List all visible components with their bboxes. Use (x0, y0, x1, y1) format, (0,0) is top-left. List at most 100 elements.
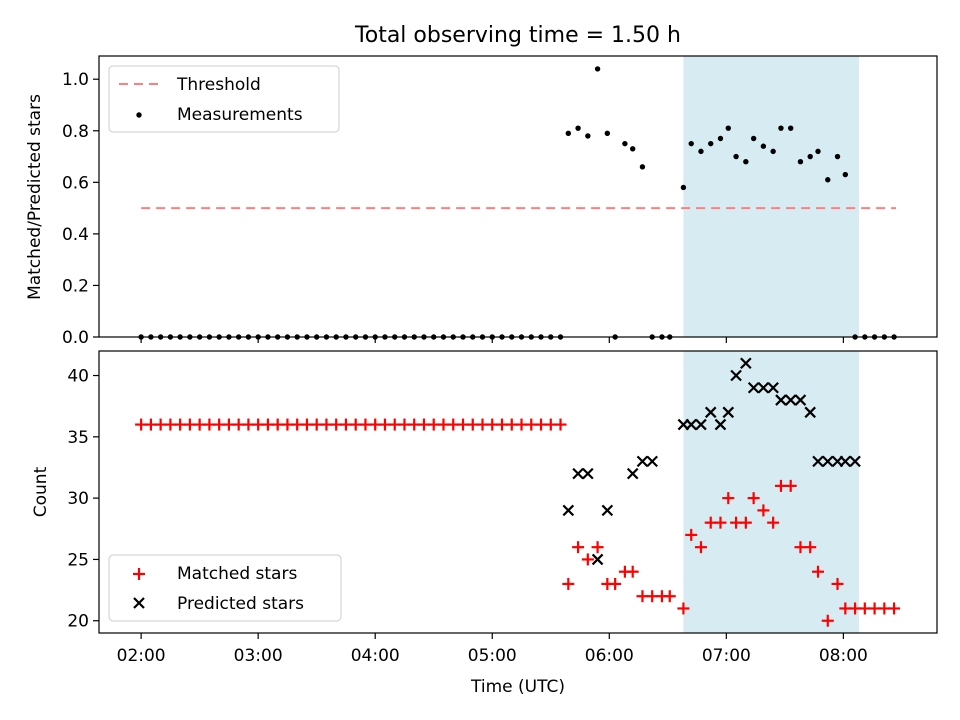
y-tick-label: 35 (67, 428, 89, 448)
predicted-star-point (812, 455, 824, 468)
predicted-star-point (714, 418, 727, 431)
measurement-point (778, 125, 784, 131)
x-tick-label: 07:00 (702, 646, 751, 666)
matched-star-point (663, 590, 676, 603)
y-tick-label: 0.0 (62, 328, 89, 348)
predicted-star-point (747, 382, 760, 394)
measurement-point (688, 140, 694, 147)
top-y-axis-ticks: 0.0 0.2 0.4 0.6 0.8 1.0 (62, 70, 99, 348)
measurement-point (604, 130, 611, 137)
predicted-star-point (775, 394, 787, 406)
predicted-star-point (582, 467, 594, 480)
matched-star-point (757, 504, 770, 517)
measurement-point (629, 146, 636, 152)
matched-star-point (739, 516, 752, 529)
bottom-plot: 20 25 30 35 40 02:00 03:00 04:00 05:00 06:00 07:0… (31, 350, 938, 697)
predicted-star-point (685, 418, 697, 431)
bottom-y-axis-ticks: 20 25 30 35 40 (67, 367, 99, 632)
measurement-point (733, 153, 739, 160)
measurement-point (797, 158, 804, 165)
top-plot-frame (98, 55, 938, 338)
top-legend-box (108, 65, 340, 133)
y-tick-label: 30 (67, 489, 89, 509)
predicted-stars-points (562, 357, 861, 566)
predicted-star-point (821, 455, 834, 468)
x-axis-label: Time (UTC) (470, 677, 565, 697)
measurement-points (138, 66, 897, 340)
matched-stars-points (135, 418, 901, 627)
matched-star-point (722, 492, 735, 505)
measurement-point (575, 125, 581, 131)
top-x-axis-ticks (140, 337, 844, 343)
predicted-star-point (794, 394, 807, 406)
measurement-point (760, 143, 767, 149)
matched-star-point (677, 602, 690, 615)
y-tick-label: 20 (67, 612, 89, 632)
matched-star-point (572, 541, 585, 554)
legend-matched-swatch (133, 568, 145, 580)
legend-measurements-swatch (136, 112, 142, 118)
matched-star-point (591, 541, 604, 554)
bottom-legend-box (108, 554, 342, 622)
x-tick-label: 04:00 (351, 646, 400, 666)
predicted-star-point (646, 455, 658, 468)
matched-star-point (626, 565, 639, 578)
matched-star-point (831, 577, 844, 590)
matched-star-point (554, 418, 567, 431)
measurement-point (698, 148, 704, 155)
legend-threshold-label: Threshold (176, 75, 261, 95)
predicted-star-point (767, 382, 779, 394)
matched-star-point (767, 516, 780, 529)
x-tick-label: 06:00 (585, 646, 634, 666)
matched-star-point (694, 541, 707, 554)
measurement-point (708, 140, 714, 147)
y-tick-label: 0.4 (62, 225, 89, 245)
predicted-star-point (591, 553, 604, 566)
measurement-point (725, 125, 731, 131)
top-legend: Threshold Measurements (108, 65, 340, 133)
legend-predicted-swatch (133, 597, 145, 609)
measurement-point (750, 135, 757, 142)
matched-star-point (804, 541, 817, 554)
legend-matched-label: Matched stars (177, 564, 297, 584)
bottom-plot-frame (98, 350, 938, 634)
bottom-y-axis-label: Count (31, 466, 51, 517)
measurement-point (565, 130, 572, 137)
matched-star-point (685, 528, 698, 541)
chart-title: Total observing time = 1.50 h (354, 23, 681, 48)
x-tick-label: 02:00 (117, 646, 166, 666)
matched-star-point (888, 602, 901, 615)
predicted-star-point (784, 394, 797, 406)
matched-star-point (714, 516, 727, 529)
top-plot: 0.0 0.2 0.4 0.6 0.8 1.0 Matched/Predicted sta… (25, 55, 938, 348)
predicted-star-point (849, 455, 861, 468)
top-observing-window (683, 56, 859, 337)
measurement-point (639, 164, 646, 170)
legend-measurements-label: Measurements (177, 105, 303, 125)
y-tick-label: 0.8 (62, 122, 89, 142)
x-tick-label: 03:00 (234, 646, 283, 666)
predicted-star-point (740, 357, 752, 370)
predicted-star-point (636, 455, 649, 468)
measurement-point (842, 171, 849, 178)
predicted-star-point (757, 382, 770, 394)
y-tick-label: 1.0 (62, 70, 89, 90)
measurement-point (585, 133, 591, 139)
measurement-point (594, 66, 601, 72)
measurement-point (825, 177, 831, 183)
matched-star-point (821, 614, 834, 627)
legend-predicted-label: Predicted stars (177, 594, 304, 614)
measurement-point (815, 148, 821, 155)
y-tick-label: 0.6 (62, 173, 89, 193)
predicted-star-point (722, 406, 735, 419)
matched-star-point (581, 553, 594, 566)
top-y-axis-label: Matched/Predicted stars (25, 94, 45, 300)
bottom-observing-window (683, 351, 859, 633)
y-tick-label: 0.2 (62, 276, 89, 296)
x-tick-label: 08:00 (819, 646, 868, 666)
measurement-point (622, 140, 628, 147)
predicted-star-point (730, 369, 742, 382)
matched-star-point (562, 577, 575, 590)
measurement-point (717, 135, 724, 142)
